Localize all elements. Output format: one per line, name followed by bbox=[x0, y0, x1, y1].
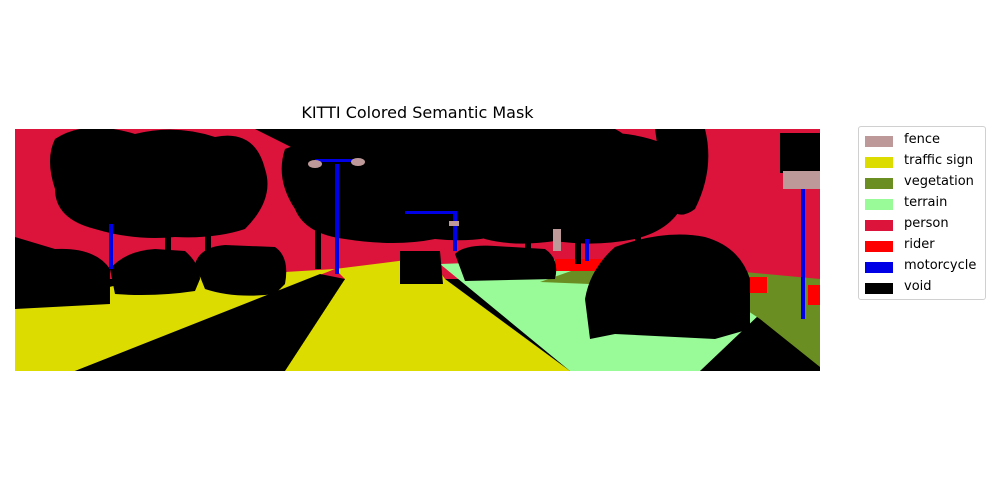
legend-label: motorcycle bbox=[904, 258, 977, 273]
fence-patch bbox=[553, 229, 561, 251]
fence-patch bbox=[308, 160, 322, 168]
legend-label: rider bbox=[904, 237, 935, 252]
sign-board-void bbox=[780, 133, 820, 173]
legend-swatch bbox=[865, 199, 893, 210]
fence-patch bbox=[351, 158, 365, 166]
car-void bbox=[110, 249, 200, 295]
motorcycle-pole bbox=[585, 239, 589, 261]
road-void-center bbox=[75, 274, 345, 371]
legend-label: person bbox=[904, 216, 949, 231]
legend: fence traffic sign vegetation terrain pe… bbox=[858, 126, 986, 300]
legend-label: terrain bbox=[904, 195, 948, 210]
tree-trunk bbox=[205, 224, 211, 264]
tree-trunk bbox=[165, 224, 171, 264]
motorcycle-pole bbox=[801, 189, 805, 319]
tree-trunk bbox=[575, 224, 581, 264]
motorcycle-pole bbox=[405, 211, 455, 214]
fence-patch bbox=[449, 221, 459, 226]
tree-trunk bbox=[525, 229, 531, 264]
car-void bbox=[195, 245, 287, 296]
legend-swatch bbox=[865, 178, 893, 189]
car-void bbox=[455, 245, 557, 281]
car-void bbox=[400, 251, 443, 284]
legend-label: void bbox=[904, 279, 932, 294]
tree-canopy-void bbox=[50, 129, 709, 244]
rider-patch bbox=[745, 277, 767, 293]
tree-trunk bbox=[315, 229, 321, 269]
traffic-sign-sidewalk-center bbox=[280, 257, 570, 371]
road-void-right bbox=[700, 334, 820, 371]
rider-patch bbox=[808, 285, 820, 305]
legend-swatch bbox=[865, 157, 893, 168]
legend-label: fence bbox=[904, 132, 940, 147]
motorcycle-pole bbox=[315, 159, 360, 162]
legend-swatch bbox=[865, 220, 893, 231]
legend-label: traffic sign bbox=[904, 153, 974, 168]
motorcycle-pole bbox=[109, 224, 113, 269]
semantic-mask-image bbox=[15, 129, 820, 371]
motorcycle-pole bbox=[335, 164, 339, 274]
legend-swatch bbox=[865, 262, 893, 273]
legend-swatch bbox=[865, 136, 893, 147]
motorcycle-pole bbox=[453, 211, 457, 251]
sign-board-fence bbox=[783, 171, 820, 189]
car-void bbox=[585, 234, 750, 339]
legend-label: vegetation bbox=[904, 174, 974, 189]
car-void bbox=[15, 237, 110, 309]
legend-swatch bbox=[865, 241, 893, 252]
legend-swatch bbox=[865, 283, 893, 294]
figure-title: KITTI Colored Semantic Mask bbox=[301, 103, 534, 122]
